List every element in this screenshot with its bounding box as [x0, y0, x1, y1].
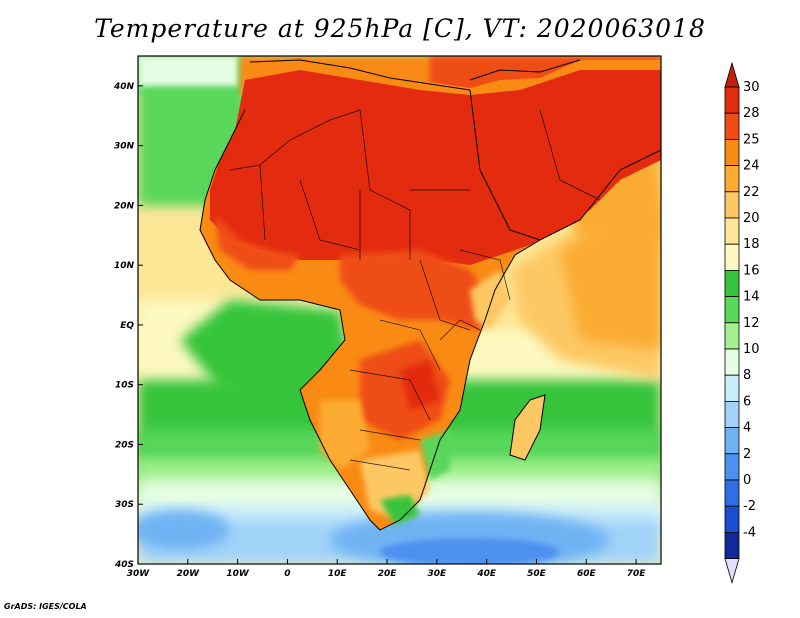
- colorbar-label: 28: [743, 106, 760, 121]
- x-tick-label: 10W: [226, 569, 250, 579]
- colorbar-label: -2: [743, 499, 756, 514]
- colorbar-label: 4: [743, 421, 751, 436]
- map-title: Temperature at 925hPa [C], VT: 202006301…: [94, 14, 706, 43]
- colorbar-swatch: [724, 348, 740, 376]
- colorbar-swatch: [724, 217, 740, 245]
- colorbar-swatch: [724, 374, 740, 402]
- x-tick-label: 40E: [476, 569, 497, 579]
- country-borders: [229, 109, 601, 471]
- colorbar-swatch: [724, 269, 740, 297]
- y-tick-label: 20S: [115, 440, 134, 450]
- colorbar-swatch: [724, 86, 740, 114]
- colorbar-swatch: [724, 138, 740, 166]
- y-tick-label: 10N: [114, 261, 135, 271]
- y-tick-label: 30S: [115, 500, 134, 510]
- x-tick-label: 30E: [428, 569, 448, 579]
- colorbar-label: -4: [743, 525, 756, 540]
- colorbar-top-arrow: [724, 61, 740, 88]
- x-tick-label: 30W: [127, 569, 151, 579]
- y-tick-label: 20N: [114, 201, 135, 211]
- colorbar-label: 30: [743, 80, 760, 95]
- temperature-field: [138, 56, 661, 564]
- y-tick-label: 40N: [113, 82, 135, 92]
- madagascar-land: [510, 395, 545, 460]
- colorbar-swatch: [724, 453, 740, 481]
- colorbar-swatch: [724, 112, 740, 140]
- x-tick-label: 60E: [577, 569, 597, 579]
- x-tick-label: 50E: [527, 569, 547, 579]
- colorbar-label: 25: [743, 132, 760, 147]
- colorbar-label: 0: [743, 473, 751, 488]
- colorbar-label: 12: [743, 316, 760, 331]
- y-tick-label: 10S: [115, 381, 134, 391]
- colorbar-swatch: [724, 400, 740, 428]
- colorbar-label: 10: [743, 342, 760, 357]
- colorbar-label: 22: [743, 185, 760, 200]
- colorbar-label: 2: [743, 447, 751, 462]
- colorbar-label: 16: [743, 263, 760, 278]
- credit-label: GrADS: IGES/COLA: [4, 602, 87, 611]
- colorbar-swatch: [724, 322, 740, 350]
- colorbar-swatch: [724, 427, 740, 455]
- colorbar-label: 8: [743, 368, 751, 383]
- colorbar-swatch: [724, 296, 740, 324]
- colorbar-swatch: [724, 479, 740, 507]
- y-tick-label: 40S: [114, 560, 134, 570]
- y-tick-label: 30N: [114, 142, 135, 152]
- colorbar-label: 24: [743, 159, 760, 174]
- colorbar-label: 14: [743, 290, 760, 305]
- colorbar-swatch: [724, 243, 740, 271]
- colorbar-swatch: [724, 532, 740, 560]
- x-tick-label: 10E: [328, 569, 348, 579]
- colorbar-label: 6: [743, 394, 751, 409]
- x-tick-label: 20W: [177, 569, 201, 579]
- x-tick-label: 70E: [627, 569, 647, 579]
- colorbar-label: 20: [743, 211, 760, 226]
- x-tick-label: 0: [284, 569, 290, 579]
- colorbar-label: 18: [743, 237, 760, 252]
- colorbar-swatch: [724, 165, 740, 193]
- x-tick-label: 20E: [378, 569, 398, 579]
- colorbar-bottom-arrow: [724, 558, 740, 585]
- y-tick-label: EQ: [120, 321, 134, 331]
- x-axis: 30W 20W 10W 0 10E 20E 30E 40E 50E 60E 70E: [127, 559, 647, 579]
- plot-frame: [137, 55, 662, 565]
- y-axis: 40N 30N 20N 10N EQ 10S 20S 30S 40S: [113, 82, 143, 570]
- coastlines: [199, 59, 661, 531]
- colorbar-swatch: [724, 191, 740, 219]
- colorbar-swatch: [724, 505, 740, 533]
